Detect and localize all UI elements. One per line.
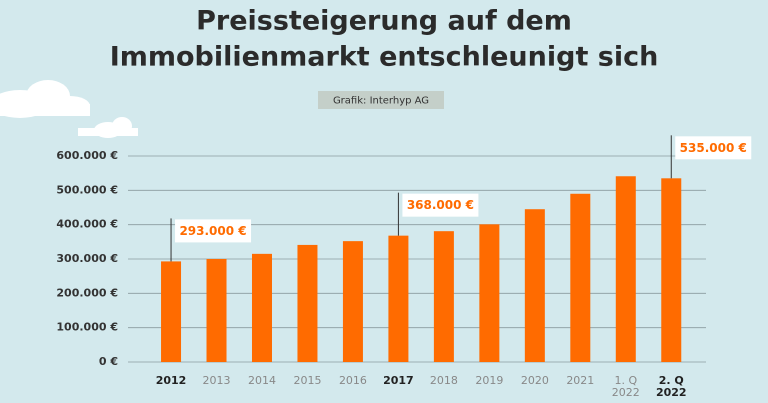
x-tick-label: 2017	[383, 374, 414, 387]
bar	[479, 224, 500, 362]
bar	[433, 231, 454, 362]
data-label: 293.000 €	[179, 224, 246, 238]
bar	[661, 178, 682, 362]
y-tick-label: 200.000 €	[56, 286, 118, 299]
annotation-box	[175, 219, 252, 243]
x-tick-label: 2016	[339, 374, 367, 387]
bar	[161, 261, 182, 362]
chart-title: Immobilienmarkt entschleunigt sich	[110, 42, 659, 73]
bar	[615, 176, 636, 362]
y-tick-label: 100.000 €	[56, 321, 118, 334]
data-label: 368.000 €	[407, 198, 474, 212]
y-tick-label: 600.000 €	[56, 149, 118, 162]
data-label: 535.000 €	[680, 141, 747, 155]
x-tick-label: 2020	[521, 374, 549, 387]
x-tick-label: 2013	[203, 374, 231, 387]
y-tick-label: 500.000 €	[56, 183, 118, 196]
x-tick-label: 2019	[475, 374, 503, 387]
y-tick-label: 300.000 €	[56, 252, 118, 265]
chart-title: Preissteigerung auf dem	[196, 6, 572, 37]
x-tick-label: 2018	[430, 374, 458, 387]
clouds	[0, 80, 138, 138]
x-tick-label: 2021	[566, 374, 594, 387]
bar	[297, 244, 318, 362]
y-tick-label: 0 €	[99, 355, 118, 368]
bar	[524, 209, 545, 362]
y-tick-label: 400.000 €	[56, 218, 118, 231]
bar	[206, 259, 227, 362]
x-tick-label: 1. Q 2022	[612, 374, 640, 399]
bar	[388, 235, 409, 362]
annotation-box	[402, 193, 479, 217]
annotation-box	[675, 136, 752, 160]
x-tick-label: 2012	[156, 374, 187, 387]
bar	[342, 241, 363, 362]
bar	[570, 193, 591, 362]
source-box	[318, 91, 444, 109]
x-tick-label: 2. Q 2022	[656, 374, 687, 399]
source: Grafik: Interhyp AG	[333, 96, 429, 107]
x-tick-label: 2014	[248, 374, 276, 387]
x-tick-label: 2015	[293, 374, 321, 387]
bar	[251, 253, 272, 362]
